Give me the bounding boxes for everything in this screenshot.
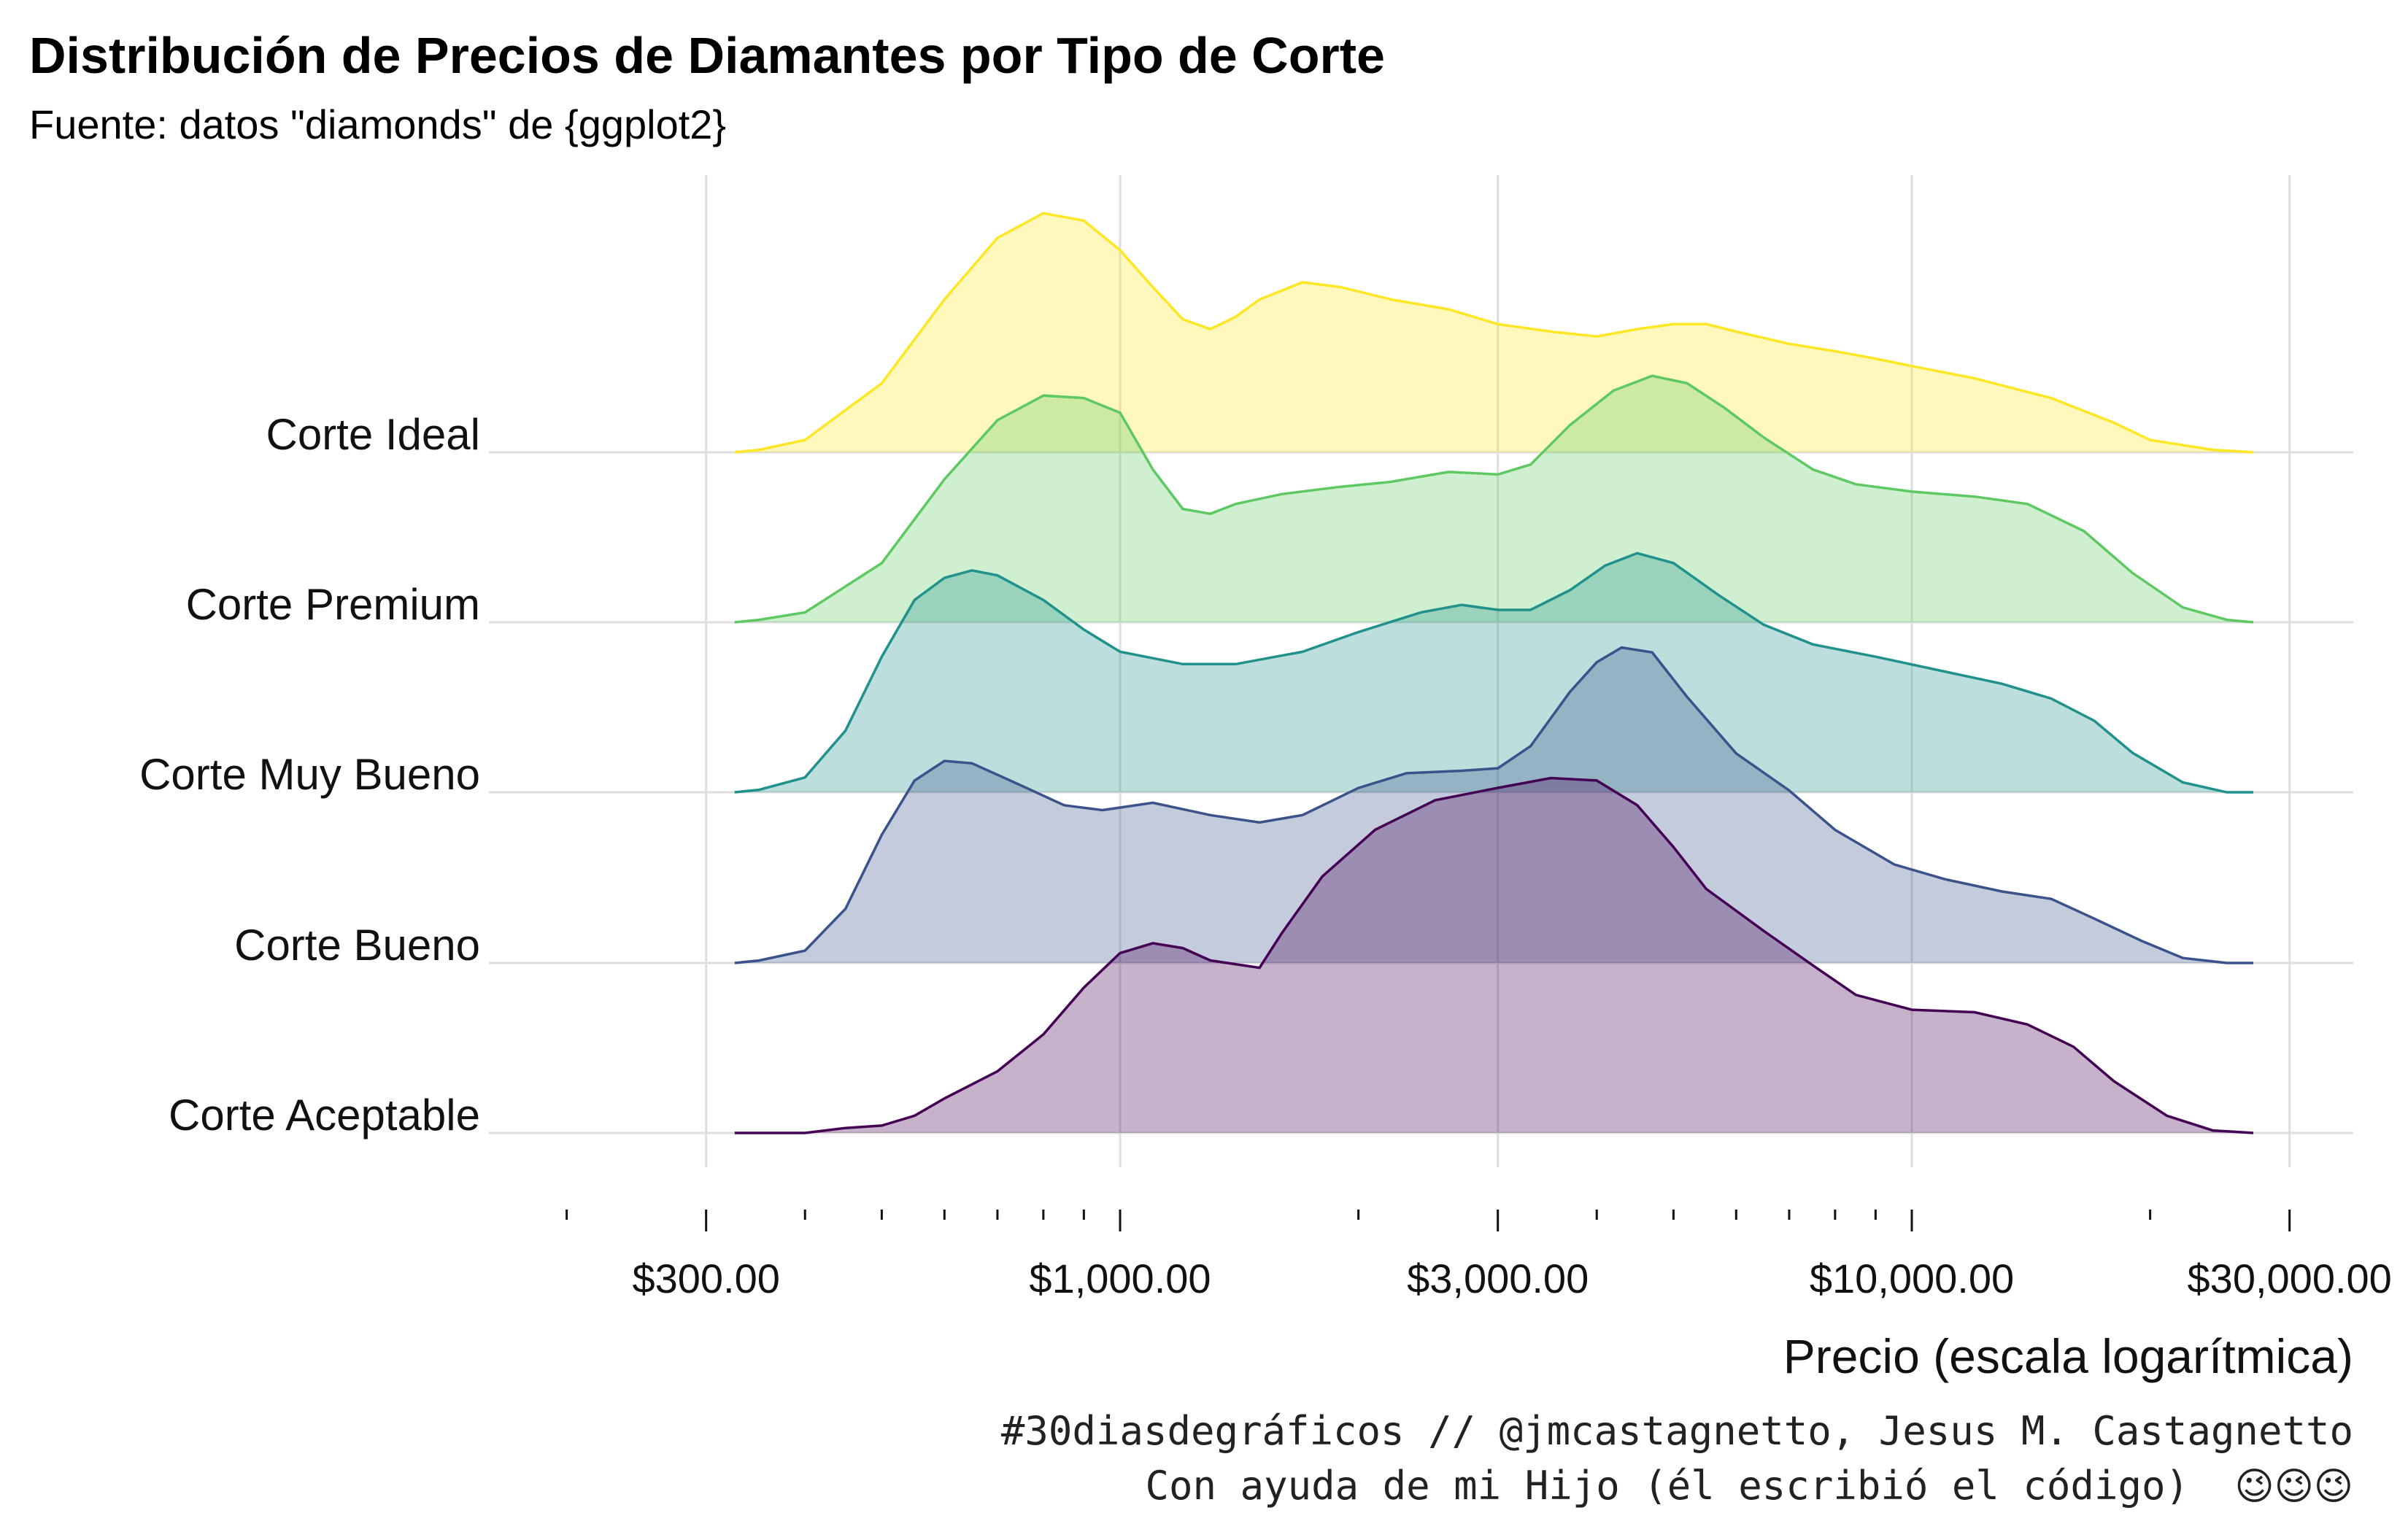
x-tick-label: $3,000.00 xyxy=(1407,1256,1589,1301)
ridge-outline xyxy=(734,212,2254,454)
caption-line-2-group: Con ayuda de mi Hijo (él escribió el cód… xyxy=(1146,1463,2353,1509)
caption-line-2: Con ayuda de mi Hijo (él escribió el cód… xyxy=(1146,1463,2189,1509)
ridge-outline xyxy=(734,646,2253,964)
ridge-fill xyxy=(734,553,2253,792)
category-label: Corte Aceptable xyxy=(169,1091,480,1140)
category-label: Corte Ideal xyxy=(266,410,481,459)
category-label: Corte Muy Bueno xyxy=(139,750,480,799)
grid-lines xyxy=(489,175,2353,1167)
x-tick-label: $30,000.00 xyxy=(2188,1256,2392,1301)
ridge-outline xyxy=(734,374,2254,624)
category-label: Corte Premium xyxy=(186,580,480,629)
x-axis: $300.00 $1,000.00 $3,000.00 $10,000.00 $30,0… xyxy=(566,1210,2392,1301)
ridge-outline xyxy=(734,552,2253,794)
ridge-fill xyxy=(734,376,2253,622)
x-axis-title: Precio (escala logarítmica) xyxy=(1783,1329,2353,1383)
category-labels: Corte Ideal Corte Premium Corte Muy Bueno C… xyxy=(139,410,480,1140)
density-ridges xyxy=(734,212,2254,1134)
caption-line-1: #30diasdegráficos // @jmcastagnetto, Jes… xyxy=(1001,1408,2353,1454)
ridge-outline xyxy=(734,776,2254,1134)
ridge-5 xyxy=(734,776,2254,1134)
ridge-4 xyxy=(734,646,2253,964)
ridge-fill xyxy=(734,778,2253,1133)
x-tick-label: $1,000.00 xyxy=(1029,1256,1211,1301)
chart-title: Distribución de Precios de Diamantes por… xyxy=(29,27,1385,84)
ridge-2 xyxy=(734,374,2254,624)
ridge-fill xyxy=(734,213,2253,452)
chart-subtitle: Fuente: datos "diamonds" de {ggplot2} xyxy=(29,101,726,147)
ridge-1 xyxy=(734,212,2254,454)
ridge-3 xyxy=(734,552,2253,794)
x-tick-label: $10,000.00 xyxy=(1810,1256,2014,1301)
ridge-fill xyxy=(734,647,2253,963)
x-tick-label: $300.00 xyxy=(632,1256,779,1301)
category-label: Corte Bueno xyxy=(234,921,480,970)
wink-emoji: 😉😉😉 xyxy=(2234,1465,2353,1509)
